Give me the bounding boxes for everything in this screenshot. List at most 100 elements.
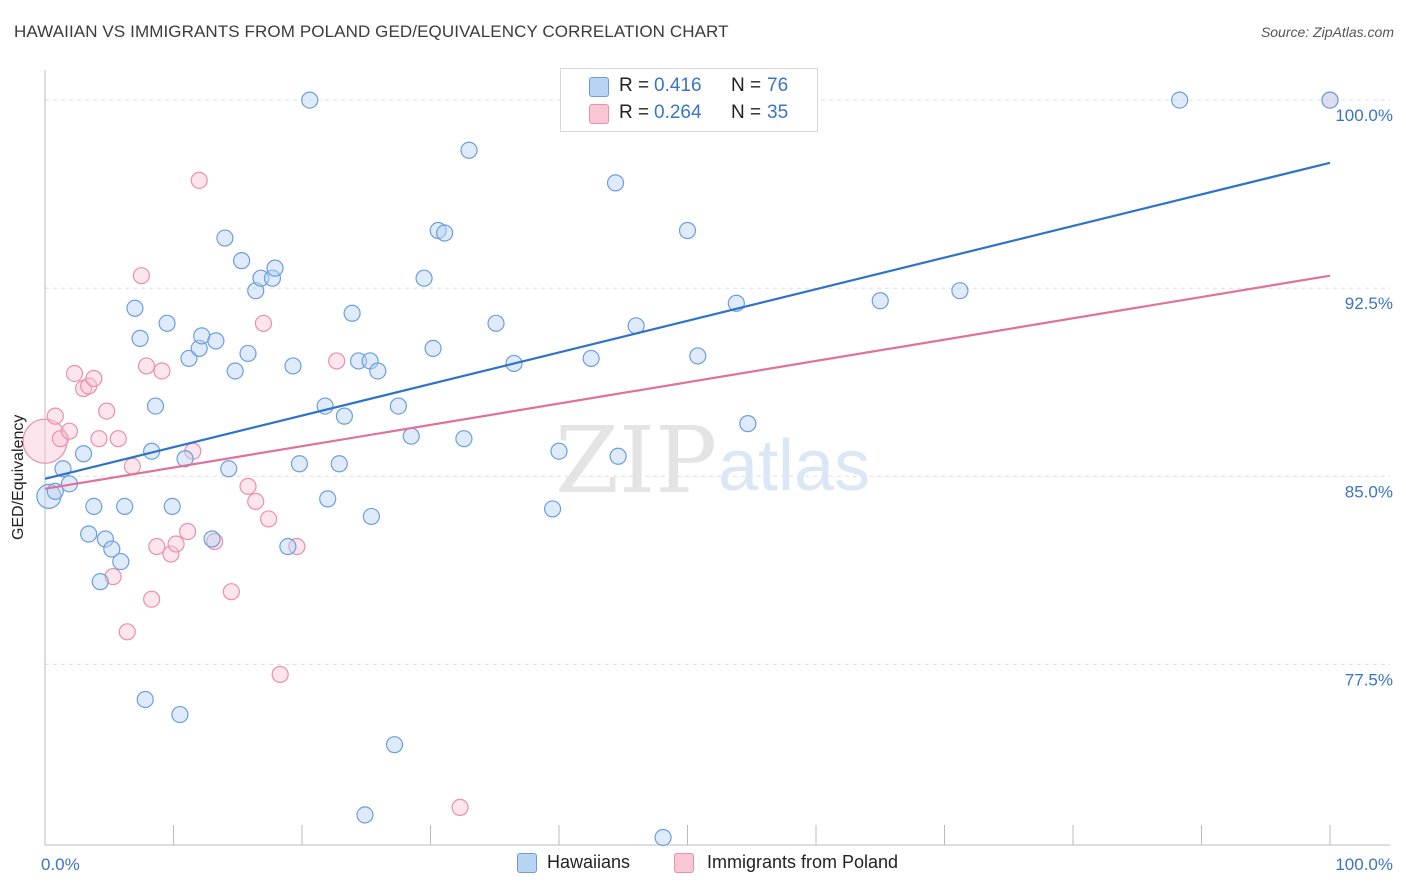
- data-point-hawaiians: [290, 455, 309, 473]
- data-point-poland: [247, 492, 265, 510]
- data-point-poland: [118, 623, 136, 641]
- legend-n-value-pink: 35: [767, 102, 789, 123]
- data-point-poland: [167, 535, 185, 553]
- legend-r-label: R =: [619, 102, 650, 123]
- data-point-poland: [190, 171, 208, 189]
- y-tick-label: 100.0%: [1335, 106, 1393, 125]
- legend-row-poland: R = 0.264 N = 35: [561, 100, 817, 128]
- data-point-hawaiians: [543, 500, 562, 518]
- data-point-hawaiians: [1171, 91, 1189, 109]
- bottom-legend-swatch-blue: [517, 853, 537, 873]
- data-point-poland: [451, 798, 469, 816]
- data-point-hawaiians: [103, 540, 121, 558]
- data-point-hawaiians: [85, 497, 103, 516]
- data-point-hawaiians: [226, 362, 244, 380]
- chart-title: HAWAIIAN VS IMMIGRANTS FROM POLAND GED/E…: [14, 22, 729, 41]
- data-point-hawaiians: [163, 497, 181, 516]
- data-point-hawaiians: [582, 349, 600, 368]
- data-point-hawaiians: [415, 269, 433, 287]
- data-point-hawaiians: [689, 347, 707, 365]
- data-point-hawaiians: [158, 314, 176, 332]
- data-point-poland: [254, 314, 273, 332]
- data-point-hawaiians: [284, 357, 302, 375]
- data-point-poland: [206, 532, 224, 551]
- bottom-legend-swatch-pink: [674, 853, 694, 873]
- legend-r-value-pink: 0.264: [654, 102, 702, 123]
- y-tick-label: 77.5%: [1345, 670, 1393, 689]
- y-axis-label: GED/Equivalency: [10, 414, 27, 540]
- data-point-hawaiians: [678, 221, 697, 240]
- legend-swatch-blue: [589, 77, 609, 97]
- data-point-hawaiians: [136, 690, 154, 709]
- watermark-atlas: atlas: [718, 426, 870, 506]
- legend-r-value-blue: 0.416: [654, 75, 702, 96]
- data-point-poland: [328, 352, 346, 370]
- data-point-hawaiians: [609, 447, 627, 465]
- data-point-hawaiians: [112, 552, 130, 571]
- data-point-hawaiians: [436, 224, 454, 242]
- data-point-hawaiians: [279, 537, 297, 556]
- data-point-poland: [109, 430, 127, 448]
- data-point-poland: [123, 457, 141, 475]
- data-point-hawaiians: [606, 174, 625, 192]
- data-point-hawaiians: [301, 91, 319, 109]
- legend-box: R = 0.416 N = 76 R = 0.264 N = 35: [560, 68, 818, 132]
- bottom-legend-label-blue: Hawaiians: [547, 852, 631, 872]
- data-point-poland: [162, 545, 180, 563]
- data-point-hawaiians: [951, 282, 969, 300]
- data-point-poland: [148, 537, 166, 556]
- data-point-hawaiians: [460, 141, 478, 159]
- data-point-hawaiians: [335, 407, 354, 425]
- data-point-hawaiians: [180, 349, 198, 368]
- legend-r-label: R =: [619, 75, 650, 96]
- tick-labels: 77.5% 85.0% 92.5% 100.0% 0.0% 100.0%: [41, 106, 1393, 874]
- data-point-poland: [65, 364, 84, 383]
- series-hawaiians: [36, 91, 1339, 847]
- data-point-poland: [153, 362, 171, 380]
- data-point-hawaiians: [385, 736, 404, 754]
- data-point-hawaiians: [116, 497, 134, 516]
- data-point-hawaiians: [131, 329, 149, 347]
- data-point-hawaiians: [171, 705, 189, 724]
- data-point-hawaiians: [176, 450, 194, 468]
- source-label: Source: ZipAtlas.com: [1260, 24, 1394, 40]
- data-point-hawaiians: [239, 344, 257, 363]
- legend-n-label: N =: [731, 75, 762, 96]
- y-tick-label: 92.5%: [1345, 294, 1393, 313]
- data-point-hawaiians: [330, 455, 348, 473]
- data-point-hawaiians: [74, 445, 93, 463]
- legend-row-hawaiians: R = 0.416 N = 76: [561, 73, 817, 101]
- watermark: ZIP atlas: [555, 407, 870, 514]
- data-point-hawaiians: [96, 530, 114, 548]
- data-point-poland: [137, 357, 156, 375]
- data-point-hawaiians: [369, 362, 387, 380]
- data-point-hawaiians: [389, 397, 407, 415]
- data-point-hawaiians: [146, 397, 165, 415]
- legend-swatch-pink: [589, 104, 609, 124]
- data-point-poland: [46, 407, 64, 425]
- data-point-hawaiians: [80, 525, 98, 543]
- data-point-hawaiians: [220, 460, 238, 478]
- data-point-hawaiians: [319, 490, 337, 508]
- data-point-hawaiians: [343, 304, 361, 322]
- y-tick-label: 85.0%: [1345, 482, 1393, 501]
- data-point-poland: [259, 510, 278, 528]
- data-point-poland: [239, 477, 257, 495]
- legend-n-value-blue: 76: [767, 75, 789, 96]
- data-point-poland: [85, 369, 103, 388]
- data-point-poland: [222, 583, 240, 601]
- data-point-hawaiians: [1321, 91, 1339, 109]
- axes: [44, 70, 1390, 846]
- data-point-hawaiians: [233, 252, 251, 270]
- x-tick-label: 100.0%: [1335, 855, 1393, 874]
- data-point-hawaiians: [402, 427, 420, 445]
- data-point-hawaiians: [455, 430, 473, 448]
- trend-line-hawaiians: [44, 161, 1331, 480]
- bottom-legend-label-pink: Immigrants from Poland: [707, 852, 899, 872]
- grid: [45, 99, 1390, 665]
- data-point-hawaiians: [203, 530, 221, 548]
- data-point-hawaiians: [356, 806, 374, 824]
- data-point-hawaiians: [550, 442, 568, 460]
- data-point-poland: [60, 422, 79, 440]
